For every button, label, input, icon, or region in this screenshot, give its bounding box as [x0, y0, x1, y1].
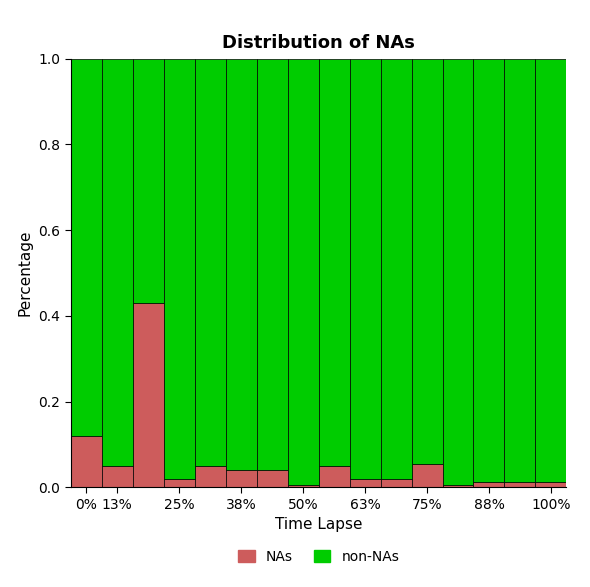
- Bar: [349, 478, 381, 487]
- Bar: [504, 482, 535, 487]
- Title: Distribution of NAs: Distribution of NAs: [222, 33, 415, 52]
- Bar: [195, 59, 225, 466]
- Bar: [535, 59, 566, 482]
- Bar: [163, 59, 195, 478]
- Bar: [319, 59, 349, 466]
- Bar: [71, 436, 101, 487]
- Y-axis label: Percentage: Percentage: [18, 230, 33, 316]
- Bar: [442, 485, 473, 487]
- Bar: [473, 59, 504, 482]
- Bar: [411, 59, 442, 464]
- Bar: [473, 482, 504, 487]
- X-axis label: Time Lapse: Time Lapse: [275, 517, 362, 532]
- Bar: [381, 478, 411, 487]
- Bar: [288, 59, 319, 485]
- Bar: [535, 482, 566, 487]
- Bar: [349, 59, 381, 478]
- Bar: [163, 478, 195, 487]
- Bar: [288, 485, 319, 487]
- Bar: [101, 466, 133, 487]
- Bar: [101, 59, 133, 466]
- Bar: [504, 59, 535, 482]
- Bar: [71, 59, 101, 436]
- Bar: [195, 466, 225, 487]
- Bar: [381, 59, 411, 478]
- Bar: [133, 59, 163, 303]
- Bar: [225, 59, 257, 470]
- Bar: [442, 59, 473, 485]
- Bar: [133, 303, 163, 487]
- Bar: [257, 59, 288, 470]
- Bar: [257, 470, 288, 487]
- Bar: [411, 464, 442, 487]
- Bar: [225, 470, 257, 487]
- Bar: [319, 466, 349, 487]
- Legend: NAs, non-NAs: NAs, non-NAs: [238, 550, 399, 564]
